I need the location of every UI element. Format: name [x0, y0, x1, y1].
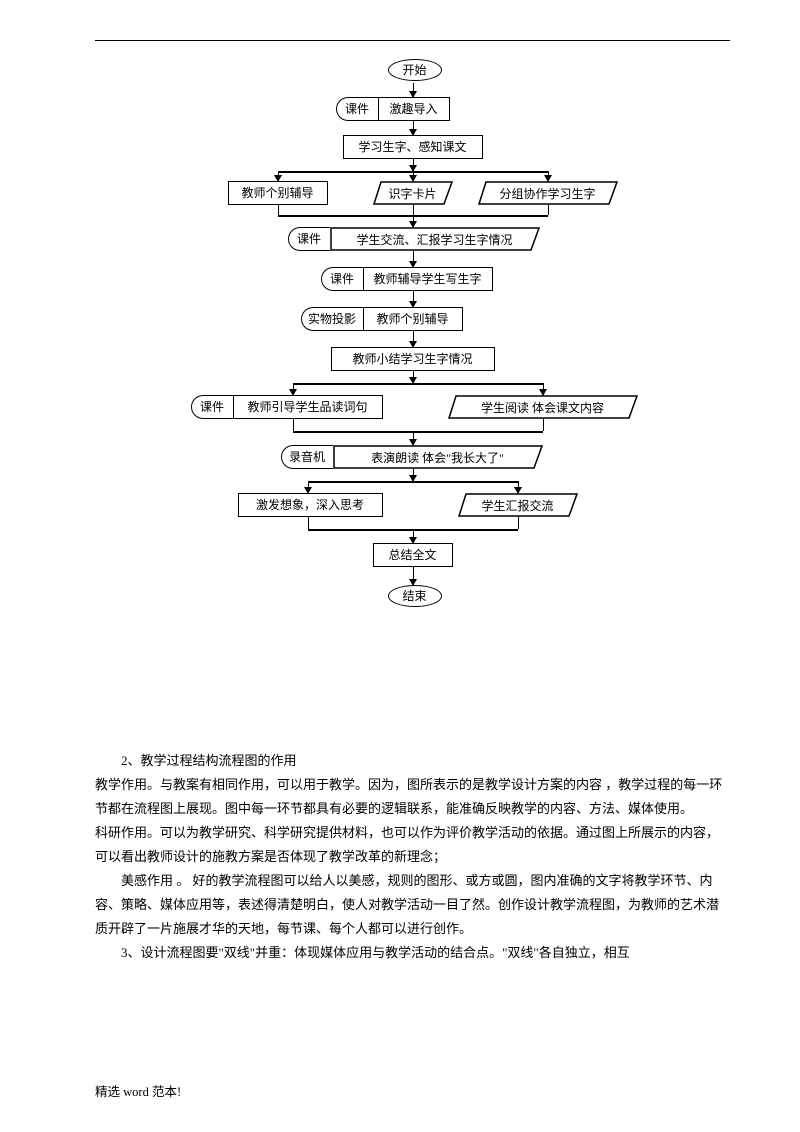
connector [518, 517, 520, 529]
arrow [413, 371, 415, 383]
footer-text: 精选 word 范本! [95, 1081, 181, 1100]
node-exchange: 学生交流、汇报学习生字情况 [330, 227, 540, 251]
node-teacher-tutor: 教师个别辅导 [228, 181, 328, 205]
node-imagine: 激发想象，深入思考 [238, 493, 383, 517]
label-group: 分组协作学习生字 [499, 185, 595, 202]
arrow [413, 159, 415, 171]
node-report: 学生汇报交流 [458, 493, 578, 517]
arrow [413, 215, 415, 227]
node-group: 分组协作学习生字 [478, 181, 618, 205]
para-2: 教学作用。与教案有相同作用，可以用于教学。因为，图所表示的是教学设计方案的内容 … [95, 773, 730, 821]
arrow [413, 331, 415, 347]
pill-courseware-3: 课件 [321, 267, 363, 291]
arrow [518, 481, 520, 493]
arrow [413, 431, 415, 445]
arrow [308, 481, 310, 493]
pill-recorder: 录音机 [281, 445, 333, 469]
para-5: 3、设计流程图要"双线"并重：体现媒体应用与教学活动的结合点。"双线"各自独立，… [95, 941, 730, 965]
label-cards: 识字卡片 [388, 185, 436, 202]
connector [308, 481, 518, 483]
arrow [548, 171, 550, 181]
body-text: 2、教学过程结构流程图的作用 教学作用。与教案有相同作用，可以用于教学。因为，图… [95, 749, 730, 965]
connector [293, 431, 543, 433]
pill-projector: 实物投影 [301, 307, 363, 331]
node-tutor2: 教师个别辅导 [363, 307, 463, 331]
label-report: 学生汇报交流 [481, 497, 553, 514]
arrow [413, 251, 415, 267]
arrow [413, 83, 415, 97]
connector [293, 419, 295, 431]
node-guide-write: 教师辅导学生写生字 [363, 267, 493, 291]
para-3: 科研作用。可以为教学研究、科学研究提供材料，也可以作为评价教学活动的依据。通过图… [95, 821, 730, 869]
label-student-read: 学生阅读 体会课文内容 [481, 399, 604, 416]
arrow [413, 529, 415, 543]
arrow [293, 383, 295, 395]
top-rule [95, 40, 730, 41]
connector [543, 419, 545, 431]
arrow [278, 171, 280, 181]
connector [278, 205, 280, 215]
connector [308, 517, 310, 529]
arrow [413, 291, 415, 307]
pill-courseware-4: 课件 [191, 395, 233, 419]
node-student-read: 学生阅读 体会课文内容 [448, 395, 638, 419]
node-start: 开始 [388, 59, 442, 81]
pill-courseware-2: 课件 [288, 227, 330, 251]
node-perform: 表演朗读 体会"我长大了" [333, 445, 543, 469]
connector [548, 205, 550, 215]
pill-courseware-1: 课件 [336, 97, 378, 121]
arrow [413, 567, 415, 585]
para-1: 2、教学过程结构流程图的作用 [95, 749, 730, 773]
arrow [413, 171, 415, 181]
connector [413, 205, 415, 215]
node-read-words: 教师引导学生品读词句 [233, 395, 383, 419]
node-conclude: 总结全文 [373, 543, 453, 567]
node-cards: 识字卡片 [373, 181, 453, 205]
node-summary-char: 教师小结学习生字情况 [331, 347, 495, 371]
arrow [413, 121, 415, 135]
node-end: 结束 [388, 585, 442, 607]
arrow [413, 469, 415, 481]
flowchart-diagram: 开始 课件 激趣导入 学习生字、感知课文 教师个别辅导 识字卡片 分组协作学习生… [173, 59, 653, 719]
node-jiqu: 激趣导入 [378, 97, 450, 121]
connector [293, 383, 543, 385]
label-exchange: 学生交流、汇报学习生字情况 [356, 231, 512, 248]
node-xuexi: 学习生字、感知课文 [343, 135, 483, 159]
para-4: 美感作用 。 好的教学流程图可以给人以美感，规则的图形、或方或圆，图内准确的文字… [95, 869, 730, 941]
arrow [543, 383, 545, 395]
label-perform: 表演朗读 体会"我长大了" [371, 449, 504, 466]
